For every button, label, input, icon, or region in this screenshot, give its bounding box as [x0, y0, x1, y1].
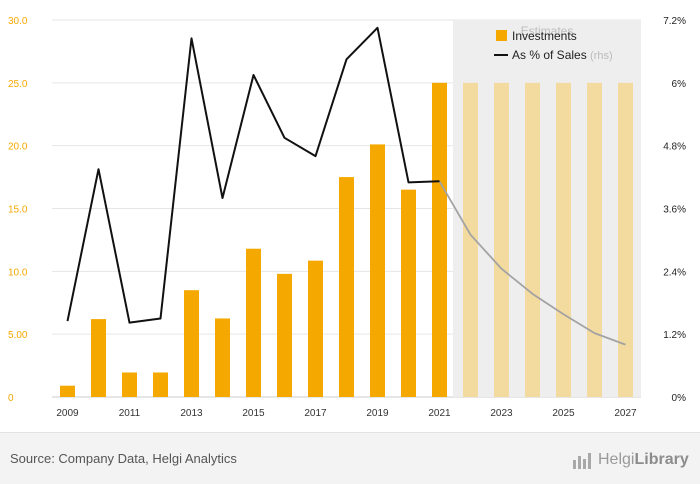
legend-label-investments: Investments: [512, 29, 577, 43]
investment-bar: [463, 82, 478, 397]
investment-bar: [246, 248, 261, 397]
x-tick-label: 2009: [56, 408, 79, 419]
y-right-tick-label: 1.2%: [663, 330, 686, 341]
y-left-tick-label: 0: [8, 393, 14, 404]
investment-bar: [308, 260, 323, 397]
legend: Investments As % of Sales (rhs): [494, 29, 613, 62]
investment-bar: [370, 144, 385, 397]
investment-bar: [215, 318, 230, 397]
x-tick-label: 2015: [242, 408, 265, 419]
investment-bar: [494, 82, 509, 397]
investment-bar: [91, 319, 106, 397]
y-right-tick-label: 7.2%: [663, 16, 686, 27]
investment-bar: [339, 177, 354, 397]
x-tick-label: 2013: [180, 408, 203, 419]
estimates-band: [453, 20, 641, 397]
y-left-tick-label: 10.0: [8, 267, 28, 278]
x-axis-ticks: 2009 2011 2013 2015 2017 2019 2021 2023 2025 2027: [56, 408, 637, 419]
x-tick-label: 2019: [366, 408, 389, 419]
x-tick-label: 2023: [490, 408, 513, 419]
source-note: Source: Company Data, Helgi Analytics: [10, 451, 237, 466]
y-left-tick-label: 15.0: [8, 205, 28, 216]
investment-bar: [184, 290, 199, 397]
x-tick-label: 2021: [428, 408, 451, 419]
investment-bar: [60, 385, 75, 397]
sales-ratio-line-actual: [66, 26, 440, 324]
y-right-tick-label: 4.8%: [663, 142, 686, 153]
x-tick-label: 2027: [614, 408, 637, 419]
investment-bar: [153, 372, 168, 397]
y-left-tick-label: 25.0: [8, 79, 28, 90]
footer-bar: [0, 432, 700, 484]
legend-swatch-investments: [496, 30, 507, 41]
left-axis-ticks: 0 5.00 10.0 15.0 20.0 25.0 30.0: [8, 16, 28, 404]
y-right-tick-label: 0%: [672, 393, 687, 404]
legend-label-rhs: (rhs): [590, 50, 613, 62]
investment-bar: [277, 273, 292, 397]
investment-bar: [432, 82, 447, 397]
investment-bar: [525, 82, 540, 397]
legend-label-sales-ratio: As % of Sales (rhs): [512, 48, 613, 62]
investment-bar: [556, 82, 571, 397]
y-left-tick-label: 20.0: [8, 142, 28, 153]
right-axis-ticks: 0% 1.2% 2.4% 3.6% 4.8% 6% 7.2%: [663, 16, 686, 404]
sales-ratio-line: [66, 26, 626, 346]
bar-chart-icon: [573, 453, 591, 469]
y-right-tick-label: 2.4%: [663, 267, 686, 278]
investment-bar: [587, 82, 602, 397]
brand-name: HelgiLibrary: [598, 451, 689, 468]
x-tick-label: 2011: [119, 408, 141, 419]
y-right-tick-label: 6%: [672, 79, 687, 90]
brand-logo: HelgiLibrary: [572, 448, 689, 472]
investment-bar: [122, 372, 137, 397]
investment-bars: [60, 82, 633, 397]
sales-ratio-line-estimate: [438, 180, 626, 346]
investment-bar: [618, 82, 633, 397]
y-left-tick-label: 5.00: [8, 330, 28, 341]
chart: Estimates 0 5.00 10.0 15.0 20.0 25.0 30.0 0% 1.…: [8, 16, 686, 419]
x-tick-label: 2017: [304, 408, 327, 419]
x-tick-label: 2025: [552, 408, 575, 419]
y-right-tick-label: 3.6%: [663, 205, 686, 216]
investment-bar: [401, 189, 416, 397]
y-left-tick-label: 30.0: [8, 16, 28, 27]
estimates-label: Estimates: [521, 24, 574, 38]
